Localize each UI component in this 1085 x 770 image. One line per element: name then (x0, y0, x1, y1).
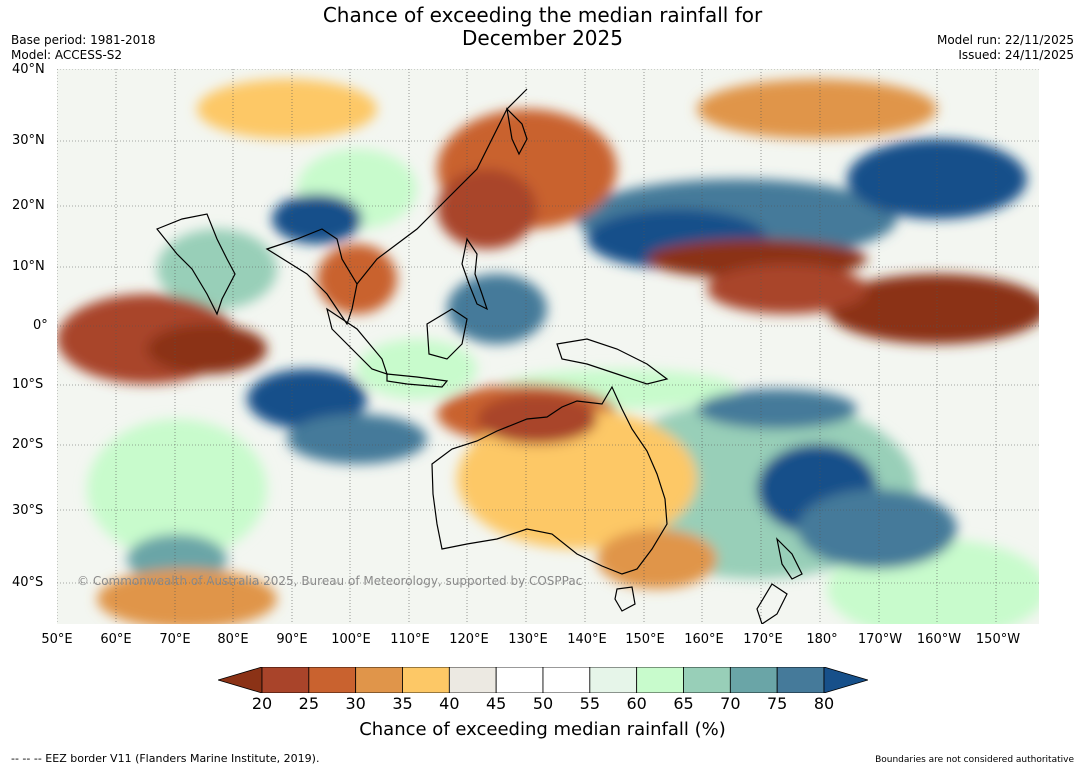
colorbar-tick-label: 50 (532, 694, 554, 713)
colorbar (218, 667, 868, 693)
colorbar-swatch (636, 667, 684, 693)
map-title: Chance of exceeding the median rainfall … (0, 4, 1085, 50)
boundary-disclaimer: Boundaries are not considered authoritat… (875, 755, 1074, 765)
model-run: Model run: 22/11/2025 (936, 33, 1074, 47)
colorbar-swatch (402, 667, 450, 693)
lat-label-30n: 30°N (12, 133, 45, 148)
colorbar-label: Chance of exceeding median rainfall (%) (359, 719, 726, 740)
run-info: Model run: 22/11/2025 Issued: 24/11/2025 (937, 33, 1074, 63)
lon-label-60e: 60°E (100, 632, 132, 647)
colorbar-tick-label: 45 (485, 694, 507, 713)
colorbar-swatch (729, 667, 778, 693)
colorbar-tick-label: 35 (392, 694, 413, 713)
lon-label-80e: 80°E (217, 632, 249, 647)
lon-label-100e: 100°E (331, 632, 371, 647)
colorbar-swatch (683, 667, 731, 693)
issued-date: Issued: 24/11/2025 (958, 48, 1074, 62)
title-line-2: December 2025 (462, 26, 623, 50)
lon-label-150w: 150°W (975, 632, 1021, 647)
lon-label-160w: 160°W (916, 632, 962, 647)
lat-label-20n: 20°N (12, 198, 45, 213)
lon-label-130e: 130°E (508, 632, 548, 647)
colorbar-tick-label: 60 (626, 694, 647, 713)
colorbar-arrow-high (823, 667, 868, 693)
lon-label-150e: 150°E (625, 632, 665, 647)
copyright-notice: © Commonwealth of Australia 2025, Bureau… (77, 574, 583, 588)
graticule (57, 69, 1039, 624)
eez-legend: -- -- -- EEZ border V11 (Flanders Marine… (11, 752, 320, 765)
colorbar-tick-label: 75 (766, 694, 788, 713)
lon-label-170e: 170°E (743, 632, 783, 647)
lon-label-160e: 160°E (684, 632, 724, 647)
rainfall-map (57, 69, 1039, 624)
colorbar-tick-label: 25 (298, 694, 320, 713)
colorbar-arrow-low (218, 667, 263, 693)
colorbar-swatch (589, 667, 638, 693)
lon-label-70e: 70°E (159, 632, 191, 647)
lat-label-10n: 10°N (12, 259, 45, 274)
lon-label-120e: 120°E (449, 632, 489, 647)
colorbar-swatch (495, 667, 544, 693)
lon-label-140e: 140°E (567, 632, 607, 647)
lat-label-0: 0° (33, 318, 48, 333)
model-name: Model: ACCESS-S2 (11, 48, 123, 62)
lat-label-30s: 30°S (12, 503, 44, 518)
lon-label-170w: 170°W (857, 632, 903, 647)
colorbar-swatch (448, 667, 497, 693)
lat-label-40n: 40°N (12, 62, 45, 77)
colorbar-tick-label: 20 (251, 694, 273, 713)
coastlines (156, 88, 803, 624)
lon-label-90e: 90°E (276, 632, 308, 647)
colorbar-swatch (308, 667, 357, 693)
colorbar-swatch (355, 667, 403, 693)
lat-label-20s: 20°S (12, 437, 44, 452)
title-line-1: Chance of exceeding the median rainfall … (322, 3, 763, 27)
model-info: Base period: 1981-2018 Model: ACCESS-S2 (11, 33, 156, 63)
colorbar-tick-label: 40 (439, 694, 460, 713)
colorbar-tick-label: 55 (579, 694, 601, 713)
lat-label-40s: 40°S (12, 575, 44, 590)
colorbar-swatch (261, 667, 310, 693)
lon-label-50e: 50°E (41, 632, 73, 647)
colorbar-tick-label: 80 (813, 694, 835, 713)
lon-label-180: 180° (806, 632, 838, 647)
probability-field (57, 79, 1039, 624)
colorbar-tick-label: 30 (345, 694, 366, 713)
colorbar-tick-label: 70 (720, 694, 741, 713)
lon-label-110e: 110°E (390, 632, 430, 647)
colorbar-swatch (542, 667, 591, 693)
colorbar-swatch (776, 667, 825, 693)
lat-label-10s: 10°S (12, 377, 44, 392)
base-period: Base period: 1981-2018 (11, 33, 156, 47)
colorbar-tick-label: 65 (673, 694, 694, 713)
